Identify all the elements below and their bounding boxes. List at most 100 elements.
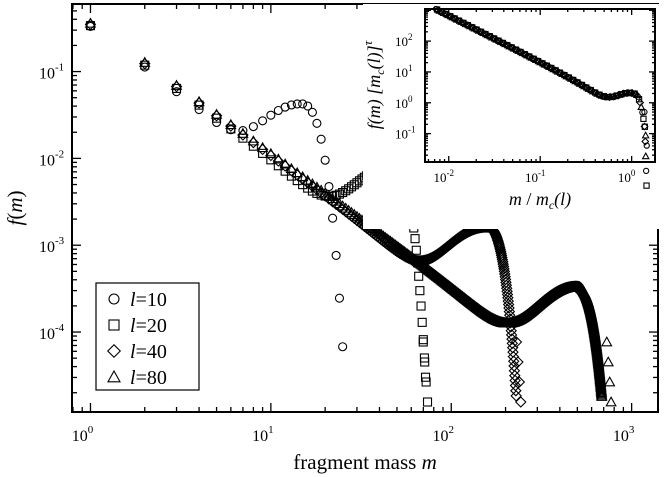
x-tick-label: 103 [613,424,635,445]
inset-x-tick-label: 10-2 [433,168,454,185]
data-point [315,184,327,195]
data-point [312,118,322,128]
legend-marker-circle [108,293,120,305]
data-point [256,143,269,156]
x-tick-label: 101 [252,424,274,445]
y-tick-label: 10-1 [39,62,64,83]
data-point [298,99,308,109]
data-point [418,335,428,345]
data-point [84,18,97,31]
data-point [138,57,151,70]
data-point [512,356,524,368]
data-point [193,95,205,107]
y-tick-label: 10-4 [39,322,65,343]
inset-x-tick-label: 10-1 [525,168,546,185]
data-point [266,110,276,120]
data-point [140,62,150,72]
data-point [285,162,298,174]
y-tick-label: 10-3 [39,235,65,256]
data-point [237,127,249,138]
data-point [509,374,521,387]
x-axis-title: fragment mass m [293,450,436,474]
x-tick-label: 102 [432,424,454,445]
data-point [420,357,430,367]
data-point [248,141,258,151]
data-point [510,384,522,397]
data-point [193,97,205,109]
data-point [247,136,260,149]
data-point [514,396,527,408]
data-point [398,245,411,257]
data-point [256,141,269,153]
data-point [601,336,613,347]
legend-marker-diamond [106,343,122,359]
data-point [496,253,509,266]
inset-y-tick-label: 100 [395,94,413,111]
data-point [296,170,309,182]
data-point [307,107,317,117]
data-point [338,342,348,352]
data-point [404,250,416,261]
data-point [497,258,509,270]
data-point [510,336,523,348]
legend-marker-triangle [107,369,121,383]
data-point [353,212,366,223]
legend-label: l=80 [130,367,167,389]
data-point [303,101,313,111]
data-point [371,225,384,237]
data-point [501,285,513,298]
x-tick-label: 100 [72,424,94,445]
inset-data-point [642,167,650,175]
data-point [505,329,518,341]
data-point [400,246,412,258]
data-point [258,116,268,126]
data-point [320,155,330,165]
inset-collapsed-data [432,5,650,189]
inset-data-point [641,123,649,130]
data-point [301,174,314,185]
data-point [513,376,526,388]
data-point [334,293,344,303]
data-point [280,166,290,176]
data-point [509,379,522,392]
data-point [493,240,506,253]
data-point [237,129,249,141]
data-point [491,232,503,244]
data-point [345,206,358,217]
data-point [238,133,248,143]
inset-background [363,4,659,229]
data-point [351,210,363,221]
data-point [225,120,237,132]
data-point [369,224,382,235]
series-triangle [84,17,617,407]
data-point [397,244,409,256]
data-point [493,238,505,251]
data-point [342,204,355,215]
data-point [496,256,509,268]
data-point [602,356,614,367]
data-point [503,302,515,314]
inset-data-point [640,115,647,122]
inset-x-tick-label: 100 [618,168,636,185]
data-point [502,298,515,311]
data-point [410,234,420,244]
data-point [605,396,617,407]
legend-label: l=10 [130,289,167,311]
data-point [84,17,97,28]
y-axis-title: f(m) [3,190,27,225]
data-point [411,245,421,255]
data-point [316,134,326,144]
inset-y-tick-label: 10-1 [395,125,416,142]
legend-marker-square [108,319,120,331]
data-point [603,376,616,387]
data-point [248,122,258,132]
data-point [286,100,296,110]
data-point [331,250,341,260]
data-point [272,153,285,164]
inset-data-point [641,137,650,146]
legend-label: l=40 [130,341,167,363]
data-point [502,295,515,307]
data-point [306,177,319,189]
data-point [422,397,433,407]
